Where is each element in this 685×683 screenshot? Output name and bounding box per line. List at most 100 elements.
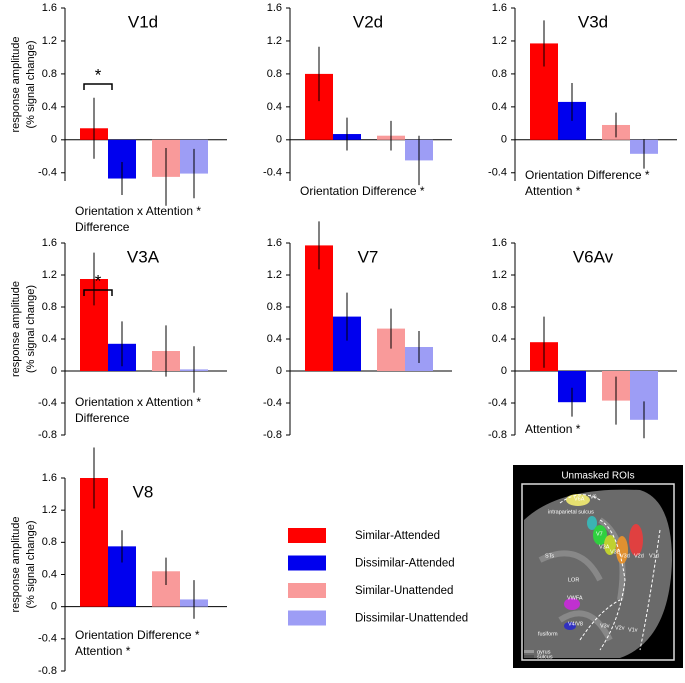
inset-label: V6 xyxy=(590,494,597,500)
y-tick-label: 1.6 xyxy=(492,237,507,249)
y-tick-label: 0 xyxy=(51,601,57,613)
y-tick-label: 0.4 xyxy=(492,101,507,113)
y-tick-label: -0.4 xyxy=(263,167,282,179)
y-tick-label: 0 xyxy=(501,365,507,377)
y-tick-label: 0 xyxy=(501,134,507,146)
y-tick-label: -0.8 xyxy=(263,429,282,441)
y-axis-label: response amplitude xyxy=(10,516,22,612)
y-tick-label: -0.4 xyxy=(488,167,507,179)
y-tick-label: 0.4 xyxy=(42,333,57,345)
roi xyxy=(564,622,576,630)
inset-label: V1d xyxy=(649,553,659,559)
annotation: Orientation Difference * xyxy=(525,168,650,182)
y-axis-label: response amplitude xyxy=(10,36,22,132)
y-tick-label: 0.4 xyxy=(42,101,57,113)
y-tick-label: 0.8 xyxy=(267,301,282,313)
y-tick-label: 1.6 xyxy=(492,2,507,14)
roi xyxy=(593,525,607,545)
key-swatch xyxy=(524,655,534,658)
y-tick-label: 0 xyxy=(51,365,57,377)
y-tick-label: 0 xyxy=(276,365,282,377)
roi xyxy=(587,516,597,530)
y-axis-label: (% signal change) xyxy=(25,40,37,128)
roi xyxy=(566,494,590,506)
legend-label: Similar-Unattended xyxy=(355,585,453,597)
y-tick-label: 0.8 xyxy=(492,301,507,313)
significance-bracket xyxy=(83,289,113,296)
y-tick-label: 0 xyxy=(51,134,57,146)
inset-label: STs xyxy=(545,553,554,559)
roi xyxy=(616,536,628,564)
inset-label: V1v xyxy=(628,627,638,633)
y-tick-label: 0.8 xyxy=(42,68,57,80)
legend-label: Dissimilar-Attended xyxy=(355,558,455,570)
chart-title: V6Av xyxy=(573,247,614,266)
y-tick-label: 1.6 xyxy=(42,237,57,249)
inset-label: V3d xyxy=(620,553,630,559)
chart-title: V7 xyxy=(358,247,379,266)
roi xyxy=(629,524,643,556)
y-tick-label: 0.8 xyxy=(42,301,57,313)
y-tick-label: 0.4 xyxy=(267,101,282,113)
y-tick-label: -0.4 xyxy=(38,633,57,645)
annotation: Difference xyxy=(75,220,130,234)
inset-key: sulcus xyxy=(537,654,553,660)
y-tick-label: -0.4 xyxy=(38,397,57,409)
y-tick-label: 1.2 xyxy=(267,35,282,47)
roi xyxy=(604,535,616,555)
y-tick-label: 1.6 xyxy=(267,237,282,249)
chart-title: V3d xyxy=(578,12,608,31)
inset-key: gyrus xyxy=(537,649,551,655)
y-axis-label: (% signal change) xyxy=(25,520,37,608)
annotation: Orientation Difference * xyxy=(300,184,425,198)
y-tick-label: -0.4 xyxy=(488,397,507,409)
y-tick-label: -0.4 xyxy=(263,397,282,409)
y-tick-label: 0.4 xyxy=(42,568,57,580)
y-tick-label: 1.2 xyxy=(42,35,57,47)
y-tick-label: 0 xyxy=(276,134,282,146)
inset-label: V3A xyxy=(599,544,610,550)
annotation: Difference xyxy=(75,411,130,425)
y-tick-label: 0.8 xyxy=(492,68,507,80)
legend-swatch xyxy=(288,583,326,598)
y-tick-label: 1.2 xyxy=(492,269,507,281)
chart-title: V1d xyxy=(128,12,158,31)
y-tick-label: 1.2 xyxy=(492,35,507,47)
y-tick-label: 0.4 xyxy=(267,333,282,345)
annotation: Orientation x Attention * xyxy=(75,395,201,409)
legend-swatch xyxy=(288,610,326,626)
y-tick-label: 1.6 xyxy=(42,472,57,484)
boundaries xyxy=(559,494,661,651)
y-tick-label: -0.8 xyxy=(488,429,507,441)
y-tick-label: 1.2 xyxy=(42,269,57,281)
inset-label: LOR xyxy=(568,577,579,583)
y-tick-label: 0.8 xyxy=(267,68,282,80)
y-tick-label: 1.2 xyxy=(42,504,57,516)
inset-label: V2v xyxy=(615,625,625,631)
legend-swatch xyxy=(288,528,326,543)
inset-frame xyxy=(521,483,675,661)
significance-label: * xyxy=(95,271,102,290)
annotation: Orientation x Attention * xyxy=(75,204,201,218)
key-swatch xyxy=(524,650,534,653)
inset-label: fusiform xyxy=(538,631,558,637)
y-tick-label: -0.4 xyxy=(38,167,57,179)
inset-label: V3v xyxy=(600,623,610,629)
y-tick-label: 0.4 xyxy=(492,333,507,345)
y-tick-label: 1.2 xyxy=(267,269,282,281)
inset-label: V7 xyxy=(596,531,603,537)
y-tick-label: 0.8 xyxy=(42,536,57,548)
annotation: Orientation Difference * xyxy=(75,628,200,642)
annotation: Attention * xyxy=(75,644,131,658)
annotation: Attention * xyxy=(525,422,581,436)
legend-label: Dissimilar-Unattended xyxy=(355,613,468,625)
y-tick-label: 1.6 xyxy=(42,2,57,14)
inset-label: V3B xyxy=(610,549,621,555)
significance-label: * xyxy=(95,65,102,84)
chart-title: V2d xyxy=(353,12,383,31)
inset-label: intraparietal sulcus xyxy=(548,509,594,515)
inset-label: V4/V8 xyxy=(568,621,583,627)
significance-bracket xyxy=(83,83,113,90)
inset xyxy=(513,465,683,668)
